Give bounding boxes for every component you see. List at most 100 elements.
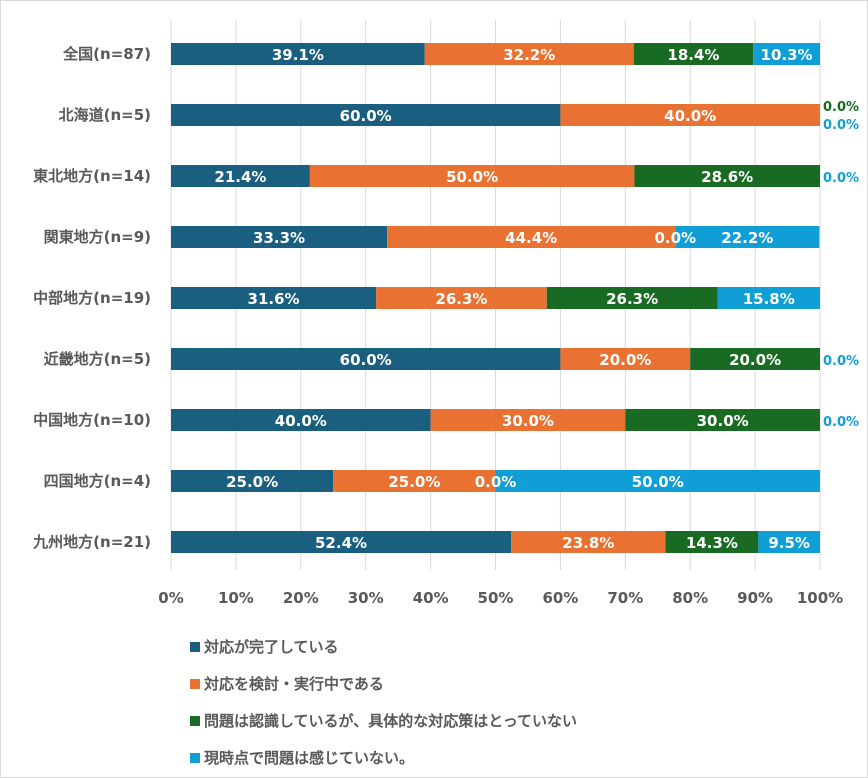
data-label: 25.0% <box>226 473 278 491</box>
x-tick-labels: 0% 10% 20% 30% 40% 50% 60% 70% 80% 90% 100% <box>158 589 843 607</box>
bar-segment <box>376 287 547 309</box>
category-label: 近畿地方(n=5) <box>44 350 151 368</box>
x-tick-label: 20% <box>283 589 319 607</box>
bar-segment <box>546 287 718 309</box>
data-label: 26.3% <box>435 290 487 308</box>
bar-segment <box>560 348 691 370</box>
bar-segment <box>633 43 754 65</box>
data-label: 40.0% <box>664 107 716 125</box>
category-label: 全国(n=87) <box>62 45 151 63</box>
category-label: 東北地方(n=14) <box>33 167 151 185</box>
data-label: 0.0% <box>823 171 859 186</box>
data-label: 32.2% <box>503 46 555 64</box>
data-label: 0.0% <box>823 415 859 430</box>
bar-segment <box>387 226 676 248</box>
x-tick-label: 80% <box>672 589 708 607</box>
x-tick-label: 70% <box>607 589 643 607</box>
bar-segment <box>171 104 561 126</box>
bar-segment <box>665 531 759 553</box>
legend-item: 対応を検討・実行中である <box>190 665 577 702</box>
category-label: 四国地方(n=4) <box>44 472 151 490</box>
legend-swatch <box>190 641 200 652</box>
category-labels: 全国(n=87) 北海道(n=5) 東北地方(n=14) 関東地方(n=9) 中部地方(… <box>32 45 151 551</box>
bar-segment <box>495 470 820 492</box>
x-tick-label: 60% <box>542 589 578 607</box>
bar-segment <box>430 409 626 431</box>
bar-segment <box>424 43 634 65</box>
data-label: 0.0% <box>823 100 859 115</box>
data-label: 25.0% <box>388 473 440 491</box>
bar-segment <box>171 165 310 187</box>
legend-swatch <box>190 752 200 763</box>
category-label: 関東地方(n=9) <box>44 228 151 246</box>
data-label: 50.0% <box>446 168 498 186</box>
data-label: 21.4% <box>214 168 266 186</box>
x-tick-label: 90% <box>737 589 773 607</box>
data-label: 26.3% <box>606 290 658 308</box>
bar-segment <box>171 348 561 370</box>
data-label: 18.4% <box>667 46 719 64</box>
bar-segment <box>690 348 820 370</box>
category-label: 中部地方(n=19) <box>33 289 151 307</box>
bar-segment <box>625 409 820 431</box>
bar-segment <box>171 531 512 553</box>
data-label: 28.6% <box>701 168 753 186</box>
stacked-bar-chart: 39.1% 32.2% 18.4% 10.3% 60.0% 40.0% 0.0% 0.0% 21… <box>32 20 859 607</box>
legend-label: 現時点で問題は感じていない。 <box>204 749 415 767</box>
data-label: 31.6% <box>248 290 300 308</box>
legend-label: 問題は認識しているが、具体的な対応策はとっていない <box>204 712 578 730</box>
data-label: 52.4% <box>315 534 367 552</box>
data-label: 40.0% <box>275 412 327 430</box>
x-tick-label: 100% <box>797 589 843 607</box>
data-label: 50.0% <box>632 473 684 491</box>
bar-segment <box>511 531 666 553</box>
legend-item: 対応が完了している <box>190 628 577 665</box>
data-label: 20.0% <box>599 351 651 369</box>
data-labels: 39.1% 32.2% 18.4% 10.3% 60.0% 40.0% 0.0% 0.0% 21… <box>214 46 859 552</box>
data-label: 9.5% <box>768 534 810 552</box>
data-label: 0.0% <box>654 229 696 247</box>
x-tick-label: 10% <box>218 589 254 607</box>
data-label: 22.2% <box>721 229 773 247</box>
data-label: 0.0% <box>823 354 859 369</box>
bar-segment <box>675 226 820 248</box>
bar-segment <box>560 104 820 126</box>
bar-segment <box>171 287 377 309</box>
legend-label: 対応が完了している <box>204 638 339 656</box>
legend-item: 問題は認識しているが、具体的な対応策はとっていない <box>190 702 577 739</box>
x-tick-label: 0% <box>158 589 183 607</box>
bar-segment <box>171 409 431 431</box>
data-label: 60.0% <box>340 107 392 125</box>
bar-segment <box>171 470 334 492</box>
bar-segment <box>333 470 496 492</box>
data-label: 44.4% <box>505 229 557 247</box>
x-tick-label: 30% <box>348 589 384 607</box>
data-label: 30.0% <box>697 412 749 430</box>
data-label: 30.0% <box>502 412 554 430</box>
bar-segment <box>634 165 820 187</box>
legend-item: 現時点で問題は感じていない。 <box>190 739 577 776</box>
data-label: 14.3% <box>686 534 738 552</box>
bar-segment <box>309 165 635 187</box>
x-tick-label: 50% <box>478 589 514 607</box>
data-label: 23.8% <box>562 534 614 552</box>
data-label: 33.3% <box>253 229 305 247</box>
data-label: 0.0% <box>475 473 517 491</box>
legend-swatch <box>190 715 200 726</box>
bars <box>171 43 820 553</box>
bar-segment <box>758 531 820 553</box>
bar-segment <box>171 226 388 248</box>
data-label: 10.3% <box>761 46 813 64</box>
data-label: 15.8% <box>743 290 795 308</box>
legend: 対応が完了している対応を検討・実行中である問題は認識しているが、具体的な対応策は… <box>190 628 577 776</box>
data-label: 60.0% <box>340 351 392 369</box>
category-label: 北海道(n=5) <box>59 106 151 124</box>
x-tick-label: 40% <box>413 589 449 607</box>
category-label: 中国地方(n=10) <box>33 411 151 429</box>
data-label: 20.0% <box>729 351 781 369</box>
bar-segment <box>171 43 425 65</box>
category-label: 九州地方(n=21) <box>32 533 151 551</box>
legend-label: 対応を検討・実行中である <box>204 675 384 693</box>
legend-swatch <box>190 678 200 689</box>
data-label: 39.1% <box>272 46 324 64</box>
